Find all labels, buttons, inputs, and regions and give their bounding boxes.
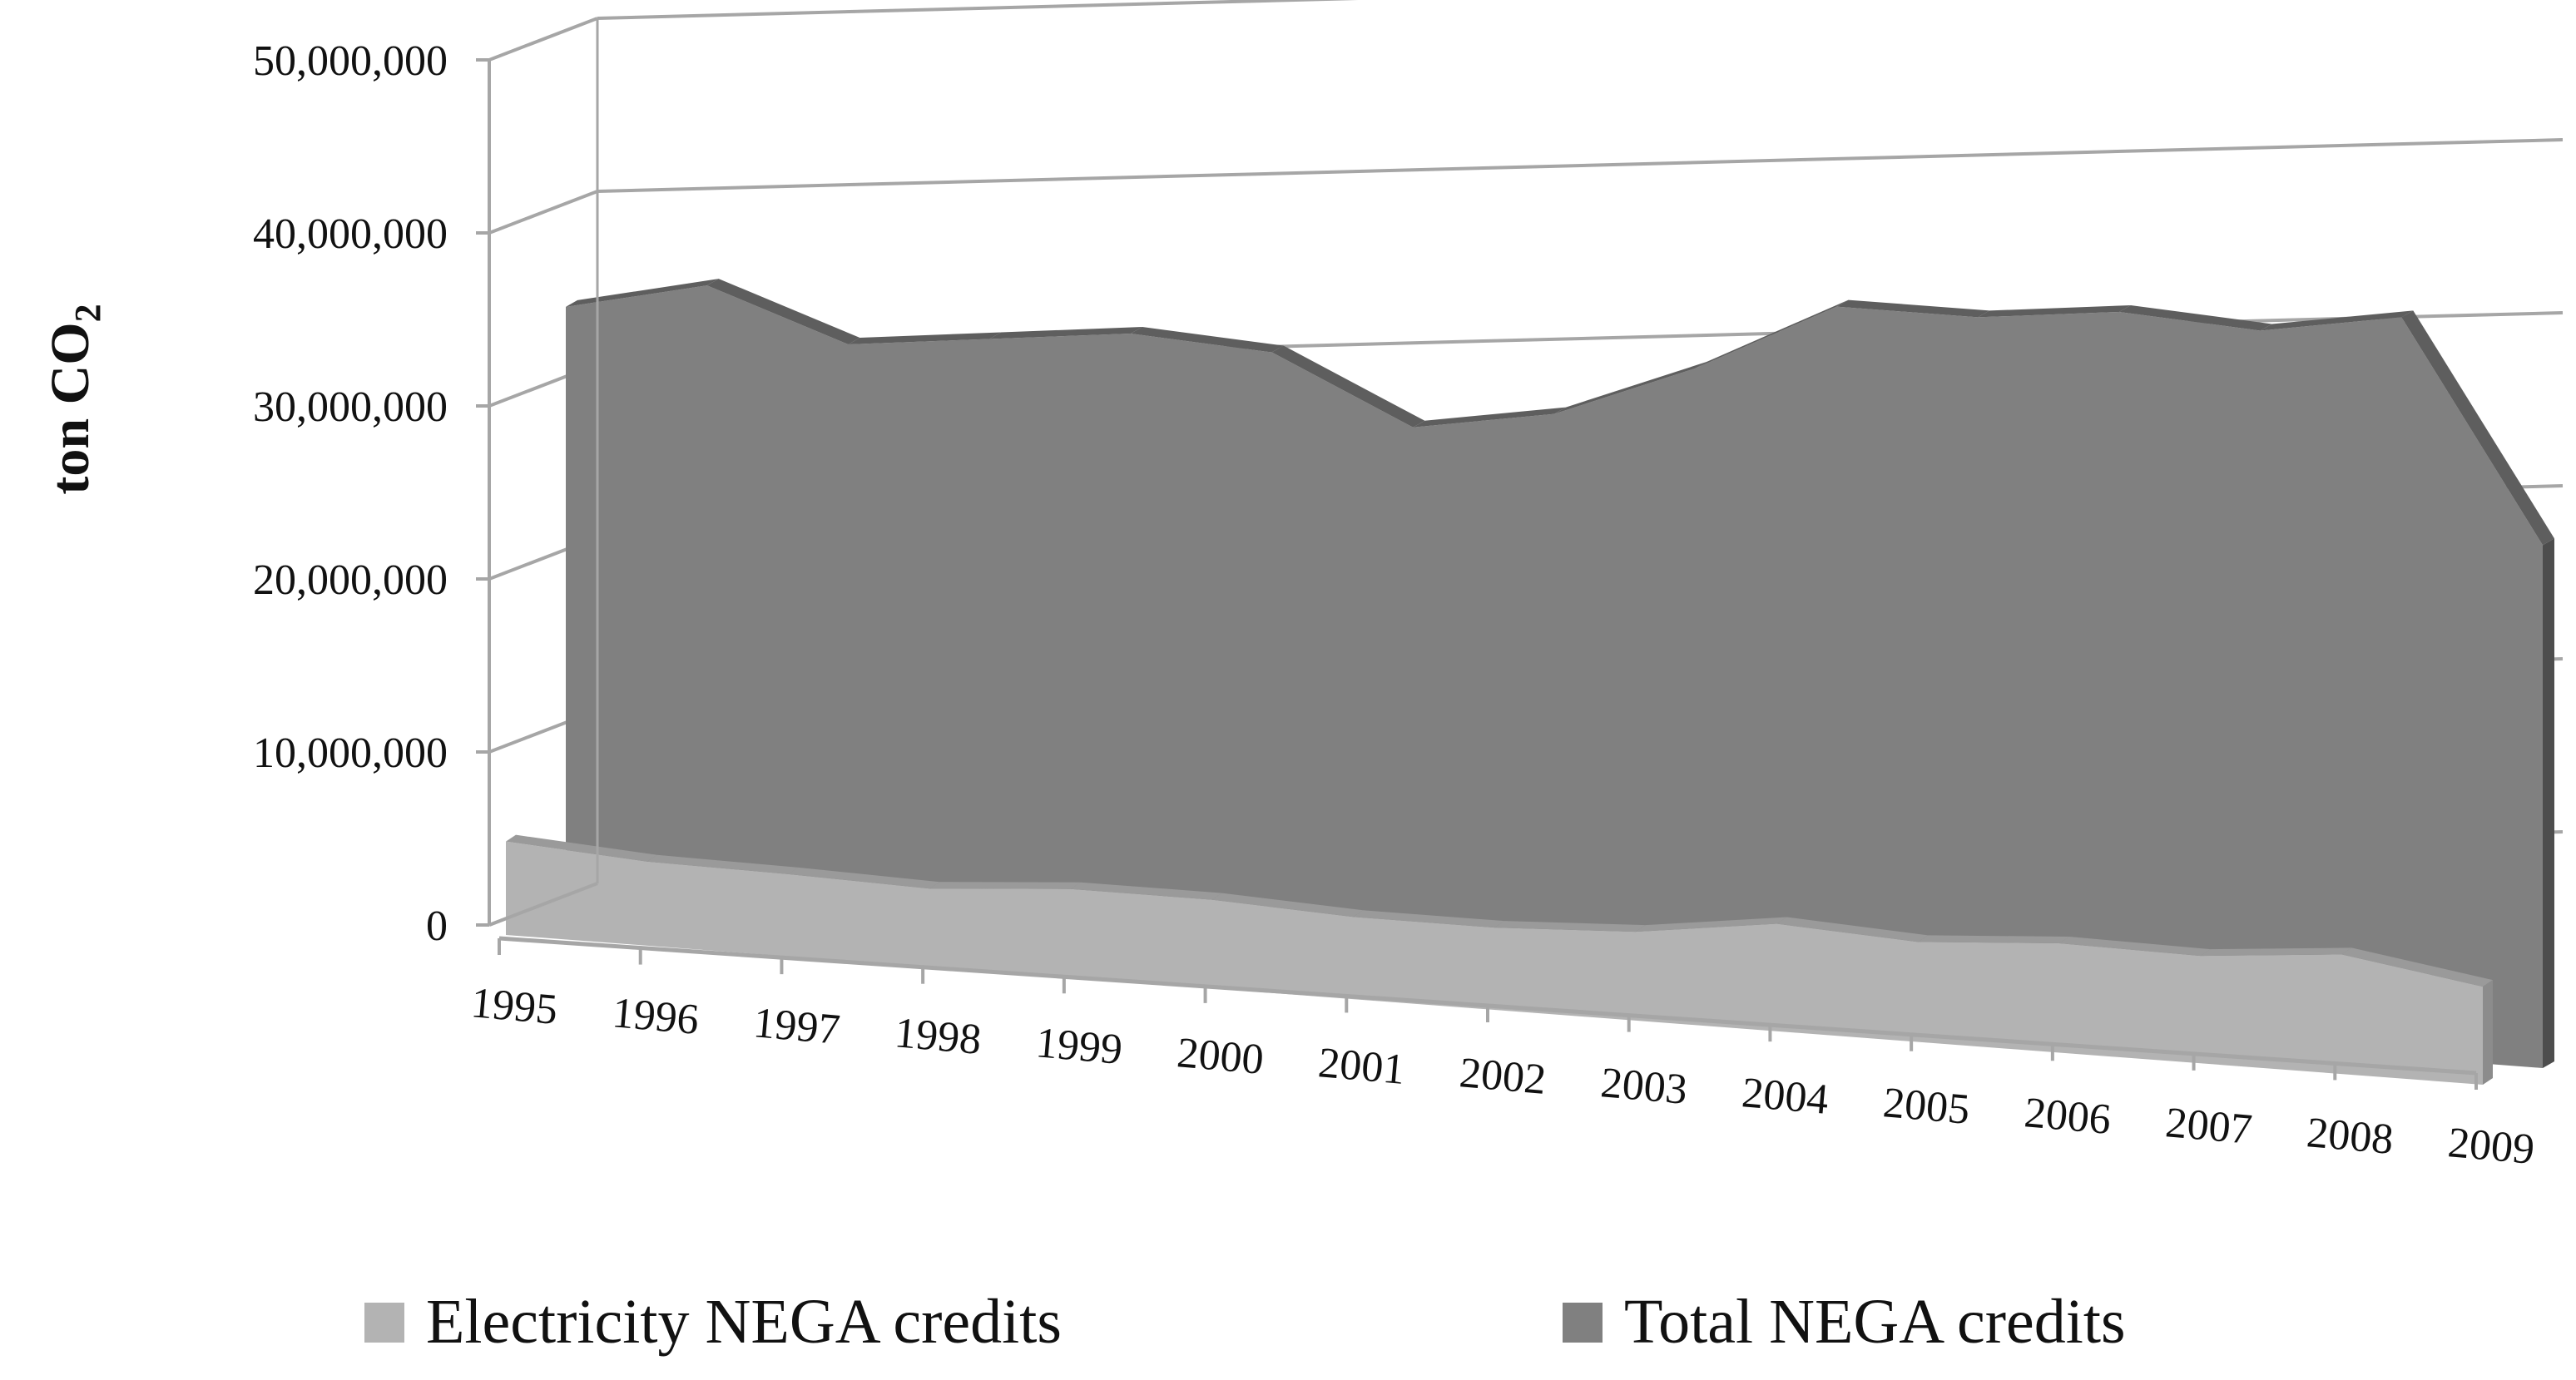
series-total-ridge-2008 bbox=[2401, 310, 2554, 546]
y-axis-title: ton CO2 bbox=[40, 304, 108, 494]
y-tick-label-5: 50,000,000 bbox=[253, 37, 448, 85]
series-total-ridge-2002 bbox=[1554, 361, 1707, 414]
series-electricity-ridge-2006 bbox=[2058, 937, 2211, 957]
gridline-left-5 bbox=[488, 17, 598, 62]
series-electricity-ridge-2002 bbox=[1494, 921, 1646, 932]
series-electricity-area bbox=[506, 841, 2483, 1085]
series-electricity-ridge-2000 bbox=[1211, 893, 1364, 918]
gridline-left-4 bbox=[488, 190, 598, 235]
electricity-series-layer bbox=[506, 834, 2493, 1085]
y-tick-label-0: 0 bbox=[426, 903, 448, 950]
y-tick-label-2: 20,000,000 bbox=[253, 556, 448, 604]
x-tick-label-2007: 2007 bbox=[2163, 1099, 2254, 1154]
series-electricity-ridge-2004 bbox=[1776, 917, 1929, 942]
legend-swatch-total bbox=[1563, 1303, 1603, 1343]
legend: Electricity NEGA credits Total NEGA cred… bbox=[364, 1287, 2126, 1357]
series-total-ridge-2006 bbox=[2118, 304, 2272, 331]
y-tick-label-1: 10,000,000 bbox=[253, 730, 448, 777]
series-total-ridge-1995 bbox=[566, 279, 719, 307]
x-tick-label-1997: 1997 bbox=[751, 999, 842, 1054]
series-total-ridge-1999 bbox=[1130, 327, 1284, 353]
x-tick-label-2000: 2000 bbox=[1175, 1029, 1266, 1084]
y-tick-label-4: 40,000,000 bbox=[253, 210, 448, 258]
series-total-ridge-1997 bbox=[848, 332, 1002, 344]
series-electricity-ridge-2007 bbox=[2200, 947, 2352, 957]
legend-label-electricity: Electricity NEGA credits bbox=[426, 1287, 1062, 1357]
series-total-area bbox=[566, 285, 2543, 1068]
x-tick-label-1998: 1998 bbox=[893, 1009, 983, 1064]
series-total-ridge-2004 bbox=[1836, 299, 1990, 318]
series-total-side bbox=[2543, 538, 2554, 1068]
series-electricity-side bbox=[2483, 980, 2493, 1085]
label-layer: 0 10,000,000 20,000,000 30,000,000 40,000,00… bbox=[253, 37, 2536, 1174]
series-total-ridge-2007 bbox=[2260, 310, 2414, 331]
series-total-ridge-2000 bbox=[1271, 345, 1425, 428]
legend-label-total: Total NEGA credits bbox=[1624, 1287, 2126, 1357]
series-electricity-ridge-1995 bbox=[506, 834, 657, 862]
series-electricity-ridge-2001 bbox=[1353, 910, 1504, 928]
gridline-5 bbox=[597, 0, 1359, 20]
series-electricity-ridge-2003 bbox=[1635, 917, 1787, 932]
series-total-ridge-1996 bbox=[706, 279, 860, 344]
x-tick-label-2008: 2008 bbox=[2305, 1109, 2395, 1164]
series-electricity-ridge-2008 bbox=[2341, 947, 2493, 987]
series-electricity-ridge-1997 bbox=[788, 867, 940, 889]
x-tick-label-1999: 1999 bbox=[1034, 1019, 1125, 1074]
series-electricity-ridge-1996 bbox=[646, 854, 799, 874]
y-tick-label-3: 30,000,000 bbox=[253, 383, 448, 431]
series-total-ridge-2003 bbox=[1695, 299, 1849, 368]
gridline-4 bbox=[597, 138, 2564, 193]
series-total-ridge-2001 bbox=[1413, 407, 1566, 428]
x-tick-label-2004: 2004 bbox=[1740, 1069, 1830, 1124]
x-tick-label-1996: 1996 bbox=[611, 989, 701, 1044]
series-electricity-ridge-1999 bbox=[1070, 882, 1222, 900]
axis-layer bbox=[476, 18, 2478, 1090]
x-tick-label-2001: 2001 bbox=[1316, 1039, 1407, 1094]
x-tick-label-1995: 1995 bbox=[469, 979, 560, 1034]
series-total-ridge-1998 bbox=[989, 327, 1142, 339]
series-electricity-ridge-1998 bbox=[929, 882, 1081, 889]
x-tick-label-2006: 2006 bbox=[2023, 1089, 2113, 1144]
series-total-ridge-2005 bbox=[1978, 304, 2131, 318]
total-series-layer bbox=[566, 279, 2554, 1068]
x-tick-label-2002: 2002 bbox=[1458, 1049, 1548, 1104]
x-tick-label-2009: 2009 bbox=[2446, 1119, 2537, 1174]
floor-left-edge bbox=[488, 882, 598, 927]
legend-swatch-electricity bbox=[364, 1303, 404, 1343]
x-tick-label-2003: 2003 bbox=[1599, 1059, 1690, 1114]
x-tick-label-2005: 2005 bbox=[1881, 1079, 1972, 1134]
series-electricity-ridge-2005 bbox=[1918, 935, 2069, 944]
